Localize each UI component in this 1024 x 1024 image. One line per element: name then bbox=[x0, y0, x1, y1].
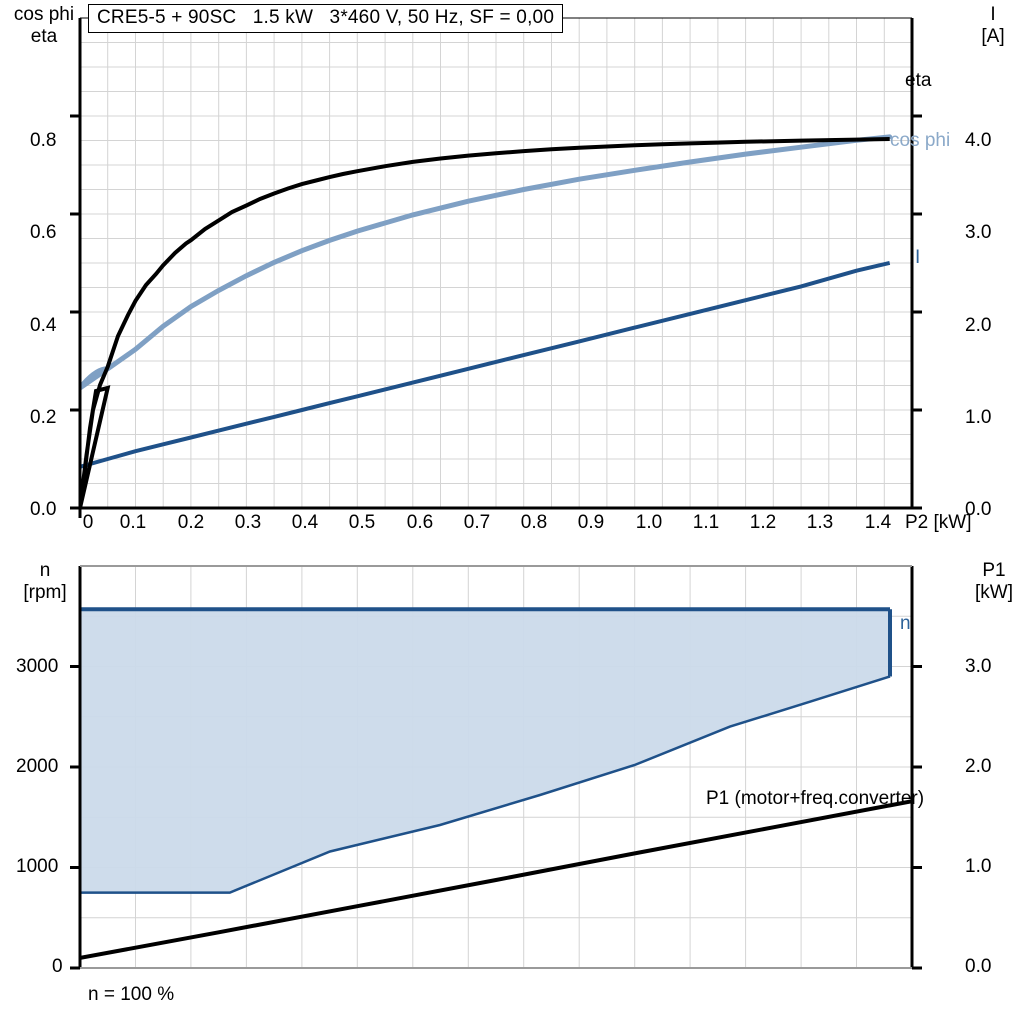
upper-x-tick-5: 0.5 bbox=[348, 512, 376, 533]
upper-y-left-tick-2: 0.4 bbox=[30, 315, 57, 336]
curve-label-eta: eta bbox=[905, 70, 932, 91]
upper-chart-panel: cos phi eta I [A] 0.0 0.2 0.4 0.6 0.8 0.… bbox=[13, 4, 1005, 533]
upper-x-tick-1: 0.1 bbox=[119, 512, 147, 533]
lower-y-right-tick-2: 2.0 bbox=[965, 756, 992, 777]
upper-left-axis-label: cos phi eta bbox=[13, 4, 75, 47]
upper-x-tick-13: 1.3 bbox=[806, 512, 834, 533]
upper-x-tick-9: 0.9 bbox=[577, 512, 605, 533]
current-curve bbox=[80, 260, 891, 469]
lower-y-right-tick-1: 1.0 bbox=[965, 856, 992, 877]
eta-curve bbox=[80, 137, 890, 508]
upper-right-axis-label: I [A] bbox=[981, 4, 1005, 47]
upper-x-tick-0: 0 bbox=[82, 512, 94, 533]
curve-label-p1: P1 (motor+freq.converter) bbox=[706, 788, 925, 809]
speed-min-curve bbox=[80, 675, 891, 894]
upper-x-tick-6: 0.6 bbox=[406, 512, 434, 533]
lower-tick-marks bbox=[70, 665, 922, 970]
upper-y-left-tick-0: 0.0 bbox=[30, 499, 57, 520]
upper-y-right-tick-2: 2.0 bbox=[965, 315, 992, 336]
upper-x-tick-3: 0.3 bbox=[234, 512, 262, 533]
lower-chart-panel: n [rpm] P1 [kW] 0 1000 2000 3000 0.0 1.0… bbox=[0, 548, 1024, 1024]
upper-y-right-tick-4: 4.0 bbox=[965, 130, 992, 151]
upper-x-axis-label: P2 [kW] bbox=[905, 512, 972, 533]
lower-axis-frame bbox=[78, 565, 914, 969]
curve-label-current: I bbox=[915, 247, 921, 268]
lower-y-left-tick-3: 3000 bbox=[16, 656, 59, 677]
lower-y-left-tick-0: 0 bbox=[52, 956, 63, 977]
p1-curve bbox=[80, 799, 912, 960]
chart-title-box: CRE5-5 + 90SC 1.5 kW 3*460 V, 50 Hz, SF … bbox=[88, 4, 564, 33]
upper-y-left-tick-1: 0.2 bbox=[30, 407, 57, 428]
upper-x-tick-7: 0.7 bbox=[463, 512, 491, 533]
upper-x-tick-14: 1.4 bbox=[864, 512, 892, 533]
curve-label-cos-phi: cos phi bbox=[890, 130, 951, 151]
upper-y-right-tick-0: 0.0 bbox=[965, 499, 992, 520]
upper-y-right-tick-3: 3.0 bbox=[965, 222, 992, 243]
lower-plot-area bbox=[70, 565, 922, 970]
upper-x-tick-2: 0.2 bbox=[177, 512, 205, 533]
lower-y-left-tick-1: 1000 bbox=[16, 856, 59, 877]
cos-phi-curve bbox=[80, 134, 893, 391]
upper-x-tick-8: 0.8 bbox=[520, 512, 548, 533]
speed-footnote: n = 100 % bbox=[88, 984, 175, 1005]
curve-label-speed: n bbox=[900, 613, 911, 634]
upper-x-tick-4: 0.4 bbox=[291, 512, 319, 533]
upper-tick-marks bbox=[70, 114, 922, 518]
upper-plot-area bbox=[70, 17, 922, 518]
lower-left-axis-label: n [rpm] bbox=[23, 560, 67, 603]
lower-y-right-tick-0: 0.0 bbox=[965, 956, 992, 977]
lower-right-axis-label: P1 [kW] bbox=[975, 560, 1013, 603]
upper-x-tick-10: 1.0 bbox=[635, 512, 663, 533]
upper-x-tick-12: 1.2 bbox=[749, 512, 777, 533]
upper-y-left-tick-4: 0.8 bbox=[30, 130, 57, 151]
upper-y-left-tick-3: 0.6 bbox=[30, 222, 57, 243]
upper-x-tick-11: 1.1 bbox=[692, 512, 720, 533]
lower-y-left-tick-2: 2000 bbox=[16, 756, 59, 777]
upper-y-right-tick-1: 1.0 bbox=[965, 407, 992, 428]
lower-y-right-tick-3: 3.0 bbox=[965, 656, 992, 677]
speed-envelope-area bbox=[80, 609, 890, 893]
